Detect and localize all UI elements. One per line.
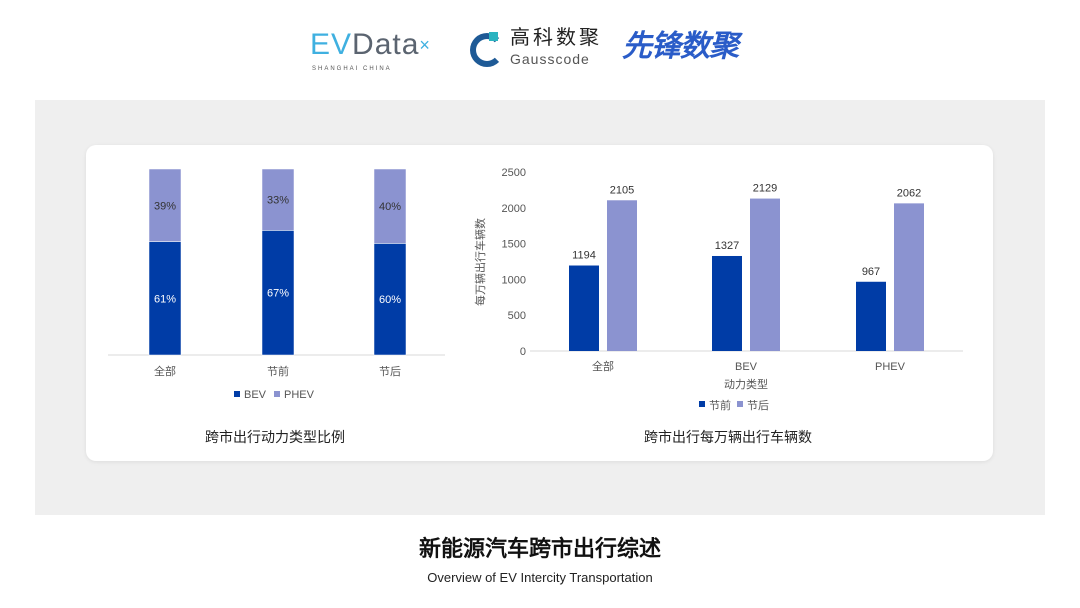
xianfeng-logo: 先锋数聚	[622, 30, 739, 63]
chart2-y-tick-label: 500	[508, 310, 526, 322]
chart2-x-axis-title: 动力类型	[724, 377, 768, 391]
chart2-bar-after	[750, 198, 780, 351]
chart2-x-tick-label: 全部	[592, 359, 614, 373]
gausscode-logo-en: Gausscode	[510, 51, 590, 67]
chart1-bar-phev	[373, 168, 407, 244]
chart2-data-label: 2129	[753, 183, 777, 195]
chart1-title: 跨市出行动力类型比例	[205, 429, 345, 445]
chart2-y-tick-label: 1500	[502, 239, 526, 251]
gausscode-logo-cn: 高科数聚	[510, 27, 602, 49]
page-subtitle: Overview of EV Intercity Transportation	[427, 570, 653, 585]
chart1-data-label: 61%	[154, 293, 176, 305]
chart1-data-label: 40%	[379, 201, 401, 213]
chart2-y-tick-label: 1000	[502, 274, 526, 286]
logo-ev: EV	[310, 28, 353, 61]
chart2-bar-after	[894, 203, 924, 351]
chart2-legend-label: 节前	[709, 398, 731, 412]
chart1-data-label: 60%	[379, 294, 401, 306]
chart2-y-axis-title: 每万辆出行车辆数	[473, 218, 487, 306]
chart2-data-label: 967	[862, 266, 880, 278]
chart1-x-tick-label: 节前	[267, 364, 289, 378]
chart2-legend-swatch	[737, 401, 743, 407]
chart-card	[86, 145, 993, 461]
chart2-x-tick-label: PHEV	[875, 361, 906, 373]
gausscode-logo-square	[489, 32, 498, 41]
chart2-y-tick-label: 2000	[502, 203, 526, 215]
evdata-logo: EVData×	[310, 28, 431, 62]
chart2-y-tick-label: 0	[520, 346, 526, 358]
chart2-bar-before	[856, 281, 886, 351]
logo-x-mark: ×	[419, 35, 431, 55]
chart2-data-label: 1194	[572, 250, 596, 262]
chart2-bar-after	[607, 200, 637, 351]
chart2-data-label: 2105	[610, 184, 634, 196]
chart2-legend-label: 节后	[747, 399, 769, 412]
chart1-legend-label: PHEV	[284, 389, 315, 401]
chart2-bar-before	[569, 265, 599, 351]
gausscode-logo-mark	[470, 33, 504, 67]
chart2-legend-swatch	[699, 401, 705, 407]
chart1-bar-bev	[373, 243, 407, 356]
chart2-x-tick-label: BEV	[735, 361, 758, 373]
chart2-bar-before	[712, 255, 742, 351]
chart2-data-label: 1327	[715, 240, 739, 252]
chart1-x-tick-label: 节后	[379, 365, 401, 378]
chart1-bar-bev	[261, 230, 295, 356]
logo-data: Data	[352, 28, 420, 61]
chart1-bar-phev	[148, 168, 182, 242]
chart1-x-tick-label: 全部	[154, 364, 176, 378]
chart1-data-label: 67%	[267, 288, 289, 300]
chart1-legend-swatch	[274, 391, 280, 397]
chart1-bar-bev	[148, 241, 182, 356]
chart1-data-label: 33%	[267, 195, 289, 207]
chart1-bar-phev	[261, 168, 295, 231]
chart1-legend-swatch	[234, 391, 240, 397]
chart2-y-tick-label: 2500	[502, 167, 526, 179]
chart2-title: 跨市出行每万辆出行车辆数	[644, 429, 812, 445]
chart1-data-label: 39%	[154, 200, 176, 212]
chart1-legend-label: BEV	[244, 389, 267, 401]
evdata-logo-sub: SHANGHAI CHINA	[312, 66, 392, 72]
chart2-data-label: 2062	[897, 187, 921, 199]
page-title: 新能源汽车跨市出行综述	[418, 536, 661, 561]
